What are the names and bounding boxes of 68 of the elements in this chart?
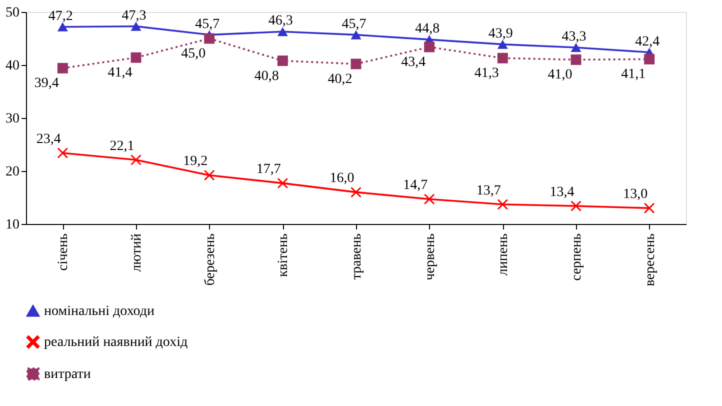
point xyxy=(130,52,142,63)
point xyxy=(424,194,435,204)
point xyxy=(130,22,142,31)
point xyxy=(497,52,508,64)
legend-label: номінальні доходи xyxy=(44,304,156,319)
point xyxy=(204,170,215,180)
data-label: 13,7 xyxy=(476,183,501,198)
data-label: 41,4 xyxy=(108,66,132,81)
data-label: 41,0 xyxy=(548,68,572,83)
point xyxy=(277,27,288,36)
data-label: 40,8 xyxy=(254,68,279,84)
x-tick-label: червень xyxy=(422,234,438,280)
data-label: 43,3 xyxy=(562,30,586,45)
point xyxy=(57,22,68,32)
point xyxy=(204,33,215,44)
data-label: 19,2 xyxy=(183,154,208,170)
data-label: 45,7 xyxy=(195,16,220,32)
data-label: 13,0 xyxy=(623,187,648,202)
point xyxy=(497,199,508,210)
data-label: 22,1 xyxy=(110,138,134,154)
point xyxy=(424,42,435,52)
y-tick-label: 50 xyxy=(6,6,20,20)
point xyxy=(350,186,362,198)
data-label: 23,4 xyxy=(36,132,61,147)
data-label: 47,3 xyxy=(122,8,146,24)
data-label: 47,2 xyxy=(48,8,73,24)
point xyxy=(644,54,655,64)
data-label: 13,4 xyxy=(550,184,574,200)
data-label: 41,1 xyxy=(621,67,646,82)
x-tick-label: липень xyxy=(496,234,512,276)
x-tick-label: лютий xyxy=(130,233,144,272)
point xyxy=(570,42,582,52)
point xyxy=(57,148,68,158)
y-tick-label: 10 xyxy=(6,218,20,232)
point xyxy=(350,30,362,40)
point xyxy=(130,154,142,166)
point xyxy=(277,178,288,188)
x-tick-label: травень xyxy=(350,234,364,280)
point xyxy=(570,54,582,65)
point xyxy=(644,202,655,214)
x-tick-label: серпень xyxy=(570,234,584,281)
point xyxy=(497,40,508,49)
point xyxy=(57,62,68,74)
data-label: 45,0 xyxy=(181,46,206,62)
point xyxy=(350,58,362,70)
point xyxy=(570,200,582,212)
x-tick-label: вересень xyxy=(642,234,658,286)
point xyxy=(277,56,288,66)
data-label: 14,7 xyxy=(403,178,428,194)
y-tick-label: 40 xyxy=(6,58,20,74)
data-label: 43,9 xyxy=(488,26,513,42)
data-label: 46,3 xyxy=(268,14,293,29)
data-label: 39,4 xyxy=(34,76,59,92)
data-label: 45,7 xyxy=(342,16,366,32)
y-tick-label: 30 xyxy=(6,112,20,126)
data-label: 41,3 xyxy=(474,66,499,82)
data-label: 43,4 xyxy=(401,54,426,70)
y-tick-label: 20 xyxy=(6,164,20,180)
x-tick-label: березень xyxy=(202,234,218,286)
data-label: 17,7 xyxy=(256,162,281,178)
x-tick-label: квітень xyxy=(276,234,292,278)
data-label: 44,8 xyxy=(415,22,440,37)
x-tick-label: січень xyxy=(56,234,72,271)
data-label: 40,2 xyxy=(328,72,352,87)
data-label: 42,4 xyxy=(635,34,660,50)
legend-label: реальний наявний дохід xyxy=(44,335,188,350)
legend-label: витрати xyxy=(44,367,92,382)
data-label: 16,0 xyxy=(330,171,354,186)
